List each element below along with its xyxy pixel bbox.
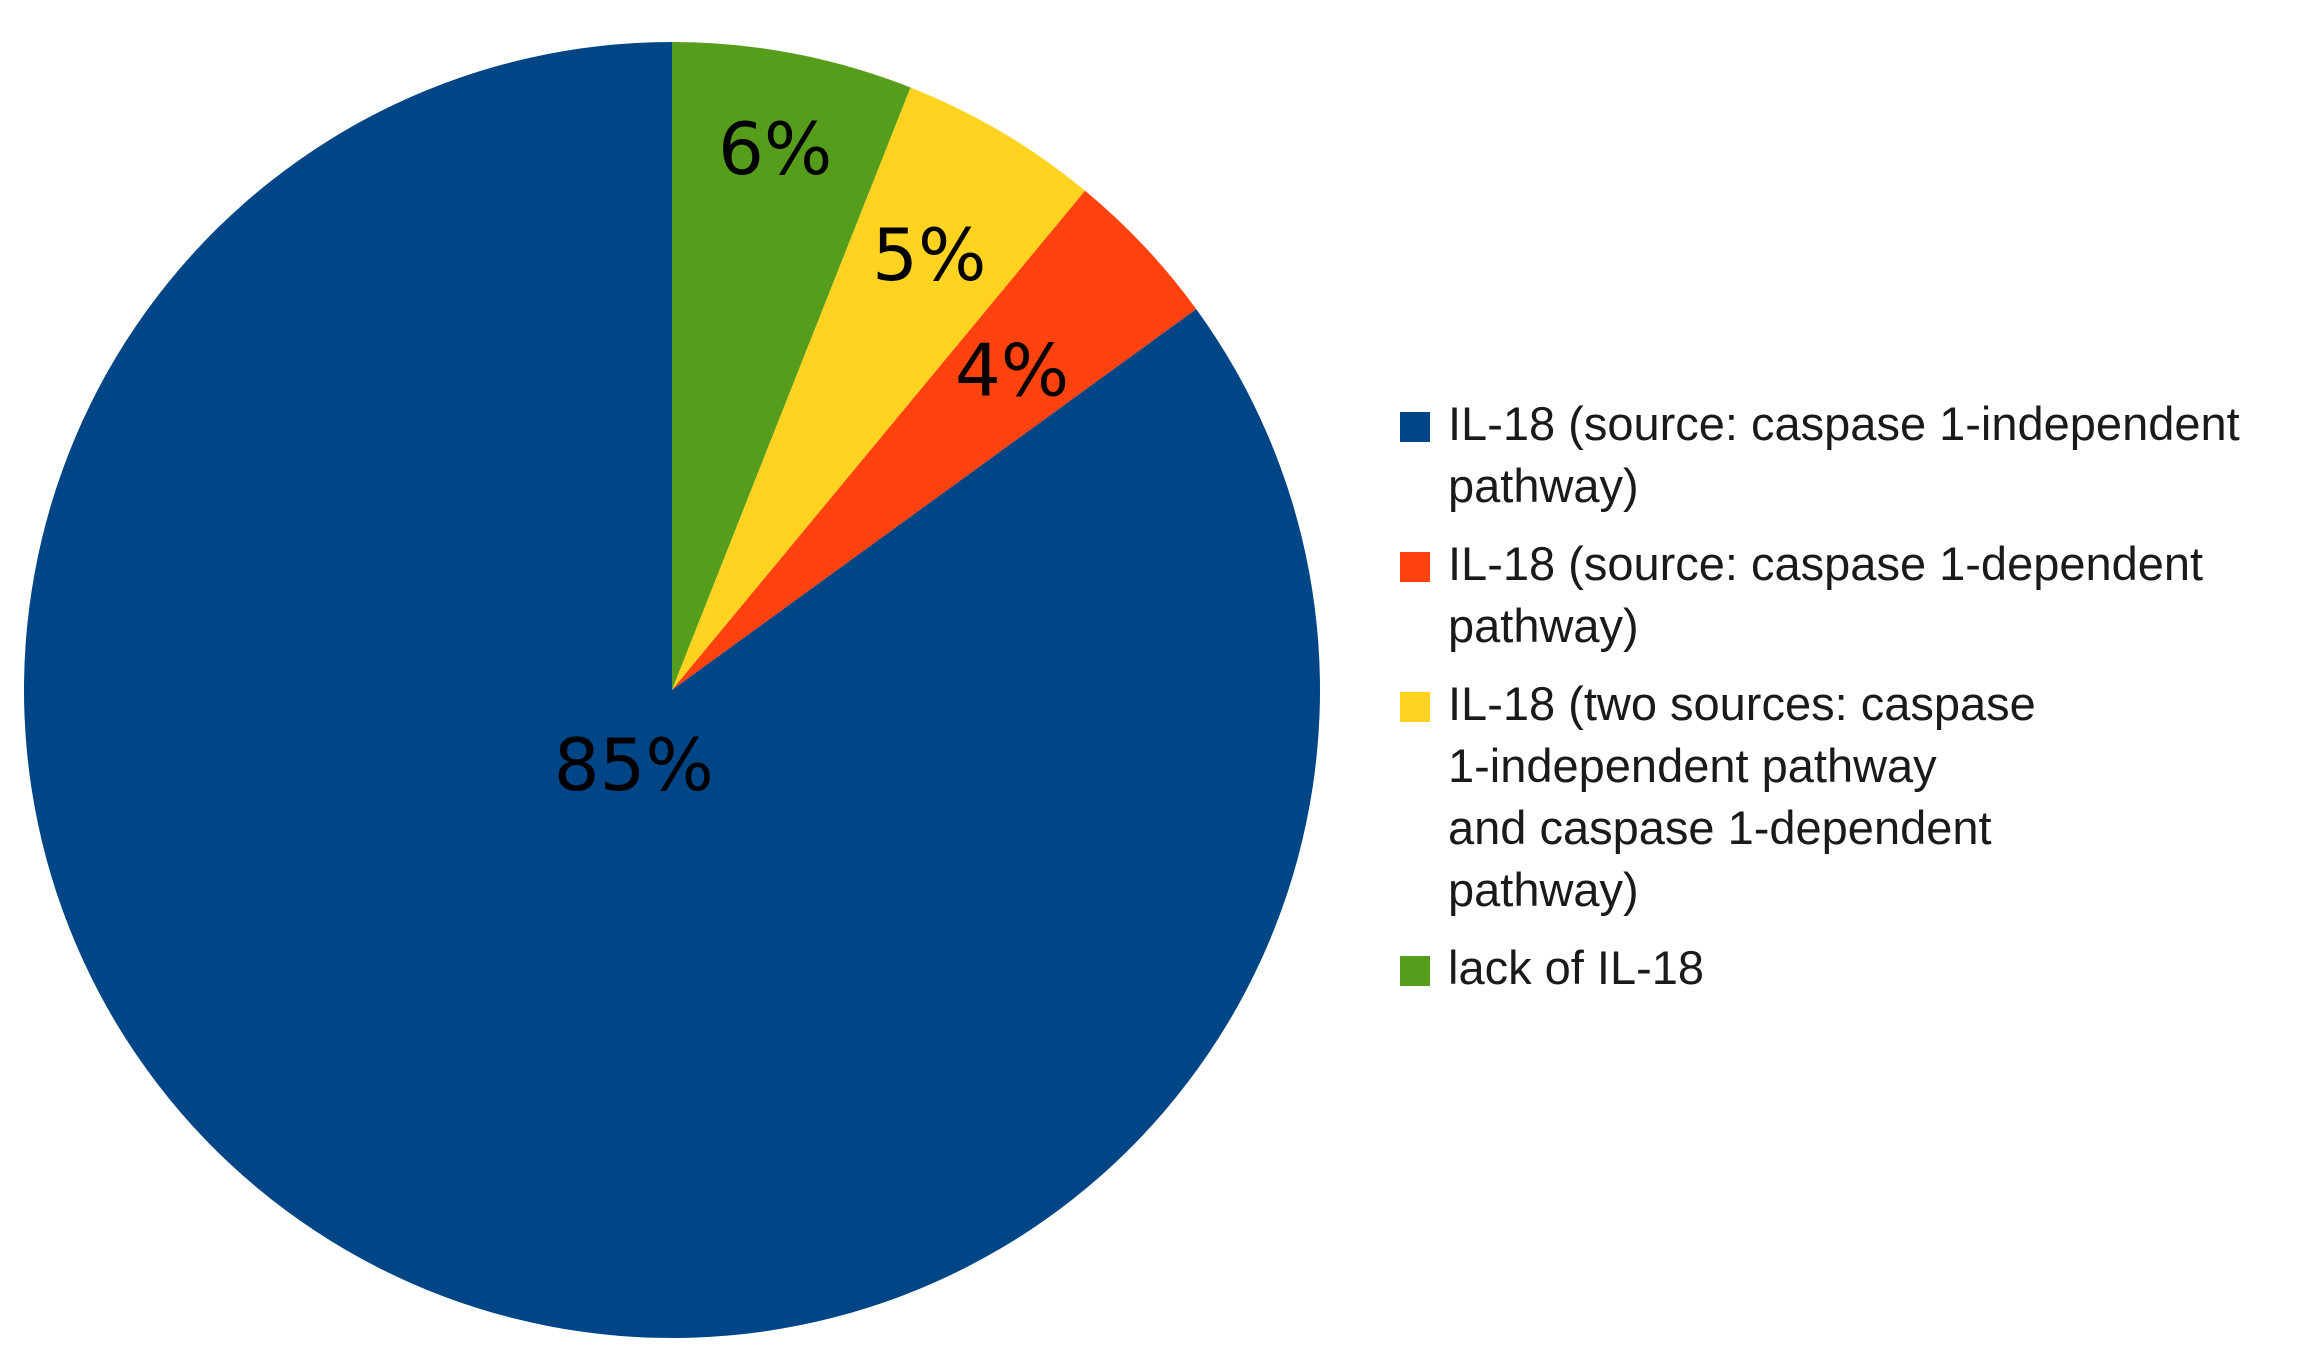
pie-slice-independent [23,42,1320,1339]
legend-swatch-two-sources [1400,692,1430,722]
legend-item-lack: lack of IL-18 [1400,937,2300,999]
pie-slices [23,42,1320,1339]
legend-label-dependent: IL-18 (source: caspase 1-dependent pathw… [1448,537,2204,652]
legend-item-dependent: IL-18 (source: caspase 1-dependent pathw… [1400,533,2300,657]
data-label-two-sources: 5% [872,213,986,297]
pie-slice-dependent [672,190,1197,691]
legend-label-two-sources: IL-18 (two sources: caspase 1-independen… [1448,677,2036,916]
chart-legend: IL-18 (source: caspase 1-independent pat… [1400,393,2300,1015]
data-label-dependent: 4% [955,329,1069,413]
legend-label-independent: IL-18 (source: caspase 1-independent pat… [1448,397,2240,512]
legend-item-independent: IL-18 (source: caspase 1-independent pat… [1400,393,2300,517]
pie-value-labels: 6% 5% 4% 85% [554,107,1069,807]
data-label-lack: 6% [718,107,832,191]
legend-swatch-lack [1400,956,1430,986]
pie-slice-two-sources [672,87,1086,691]
legend-label-lack: lack of IL-18 [1448,941,1705,994]
legend-item-two-sources: IL-18 (two sources: caspase 1-independen… [1400,673,2300,921]
legend-swatch-dependent [1400,552,1430,582]
data-label-independent: 85% [554,723,714,807]
pie-slice-lack [672,42,911,690]
legend-swatch-independent [1400,412,1430,442]
